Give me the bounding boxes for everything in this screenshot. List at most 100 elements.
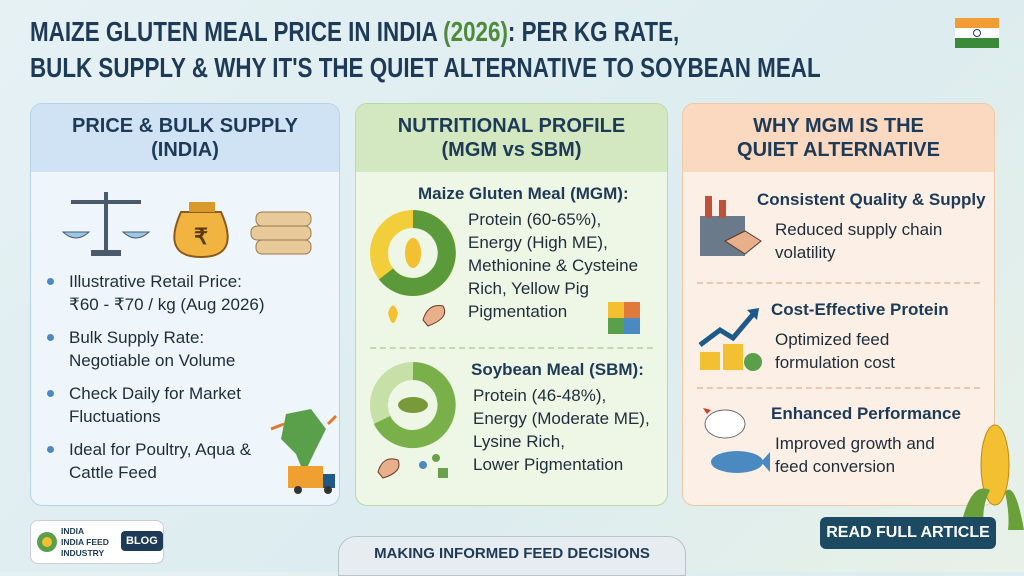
flag [955,18,999,48]
logo-line: INDIA [61,526,85,536]
bullet-line: Negotiable on Volume [69,351,236,370]
icon-shape [61,231,151,239]
title-line: BULK SUPPLY & WHY IT'S THE QUIET ALTERNA… [30,52,821,83]
icon-shape [608,318,624,334]
icon-shape [255,211,312,227]
text-line: Lysine Rich, [473,432,565,451]
header-line: NUTRITIONAL PROFILE [397,115,626,137]
item-text: Optimized feed formulation cost [775,328,895,374]
icon-shape [700,352,720,370]
bullet-line: Illustrative Retail Price: [69,272,242,291]
icon-shape [703,408,711,414]
bullet: Bulk Supply Rate: Negotiable on Volume [47,326,235,372]
icon-shape [723,344,743,370]
icon-shape [705,196,712,218]
factory-icon [700,196,762,256]
icon-shape [719,200,726,218]
text-line: Methionine & Cysteine [468,256,639,275]
panel-header: NUTRITIONAL PROFILE (MGM vs SBM) [356,104,667,172]
text-line: Optimized feed [775,330,890,349]
item-heading: Cost-Effective Protein [771,300,949,319]
animals-icon [703,408,770,473]
text-line: Lower Pigmentation [473,455,624,474]
bullet: Ideal for Poultry, Aqua & Cattle Feed [47,438,251,484]
price-panel: PRICE & BULK SUPPLY (INDIA) ₹ Illustrativ… [30,103,340,506]
rupee-symbol: ₹ [194,224,208,249]
logo-line: INDIA FEED [61,537,109,547]
icon-shape [405,238,421,268]
icon-shape [698,310,757,347]
header-line: PRICE & BULK SUPPLY [72,115,298,137]
text-line: Protein (60-65%), [468,210,602,229]
bullet-line: Ideal for Poultry, Aqua & [69,440,252,459]
india-map-icon [270,409,338,494]
header-line: (INDIA) [151,139,219,161]
alternative-panel: WHY MGM IS THE QUIET ALTERNATIVE Consiste… [682,103,995,506]
icon-shape [189,202,215,212]
bullet: Illustrative Retail Price: ₹60 - ₹70 / kg… [47,270,265,316]
divider [697,282,980,284]
bullet-line: Bulk Supply Rate: [69,328,205,347]
icon-shape [255,239,312,255]
icon-shape [270,414,338,431]
text-line: Rich, Yellow Pig [468,279,589,298]
logo-line: INDUSTRY [61,548,105,558]
bullet-line: ₹60 - ₹70 / kg (Aug 2026) [69,295,265,314]
text-line: Improved growth and [775,434,935,453]
text-line: Reduced supply chain [775,220,943,239]
icon-shape [624,302,640,318]
title: MAIZE GLUTEN MEAL PRICE IN INDIA (2026):… [30,14,821,86]
item-text: Reduced supply chain volatility [775,218,942,264]
icon-shape [377,458,400,479]
title-part: : PER KG RATE, [507,16,680,47]
icon-shape [980,424,1010,506]
icon-shape [761,452,770,472]
text-line: Energy (Moderate ME), [473,409,650,428]
icon-shape [388,305,398,323]
bullet-line: Cattle Feed [69,463,157,482]
corn-icon [960,424,1024,530]
divider [697,387,980,389]
item-heading: Enhanced Performance [771,404,961,423]
icon-shape [955,18,999,28]
mgm-donut [370,210,456,327]
text-line: Energy (High ME), [468,233,608,252]
icon-shape [42,537,52,547]
text-line: Pigmentation [468,302,568,321]
icon-shape [91,250,121,256]
icon-shape [281,409,326,474]
icon-shape [624,318,640,334]
icon-shape [398,397,428,413]
divider [370,347,653,349]
sbm-donut [370,362,456,479]
bullet-line: Fluctuations [69,407,161,426]
icon-shape [744,353,762,371]
read-article-button[interactable]: READ FULL ARTICLE [820,517,996,549]
text-line: volatility [775,243,836,262]
bullet-line: Check Daily for Market [69,384,241,403]
icon-shape [608,302,624,318]
tagline: MAKING INFORMED FEED DECISIONS [338,536,686,576]
icon-shape [723,230,762,255]
icon-shape [955,28,999,38]
header-line: QUIET ALTERNATIVE [737,139,940,161]
icon-shape [704,409,746,439]
icon-shape [711,451,763,473]
icon-shape [323,474,335,488]
section-heading: Soybean Meal (SBM): [471,360,644,379]
icon-shape [422,305,446,327]
icon-shape [324,486,332,494]
item-text: Improved growth and feed conversion [775,432,935,478]
text-line: feed conversion [775,457,896,476]
icon-shape [438,468,448,478]
logo: INDIA INDIA FEED INDUSTRY BLOG [30,520,164,564]
title-part: MAIZE GLUTEN MEAL PRICE IN INDIA [30,16,444,47]
logo-text: INDIA INDIA FEED INDUSTRY [61,526,109,559]
title-line: MAIZE GLUTEN MEAL PRICE IN INDIA (2026):… [30,14,821,50]
logo-mark [37,532,57,552]
icon-shape [288,466,323,488]
icon-shape [973,29,981,37]
section-heading: Maize Gluten Meal (MGM): [418,184,629,203]
